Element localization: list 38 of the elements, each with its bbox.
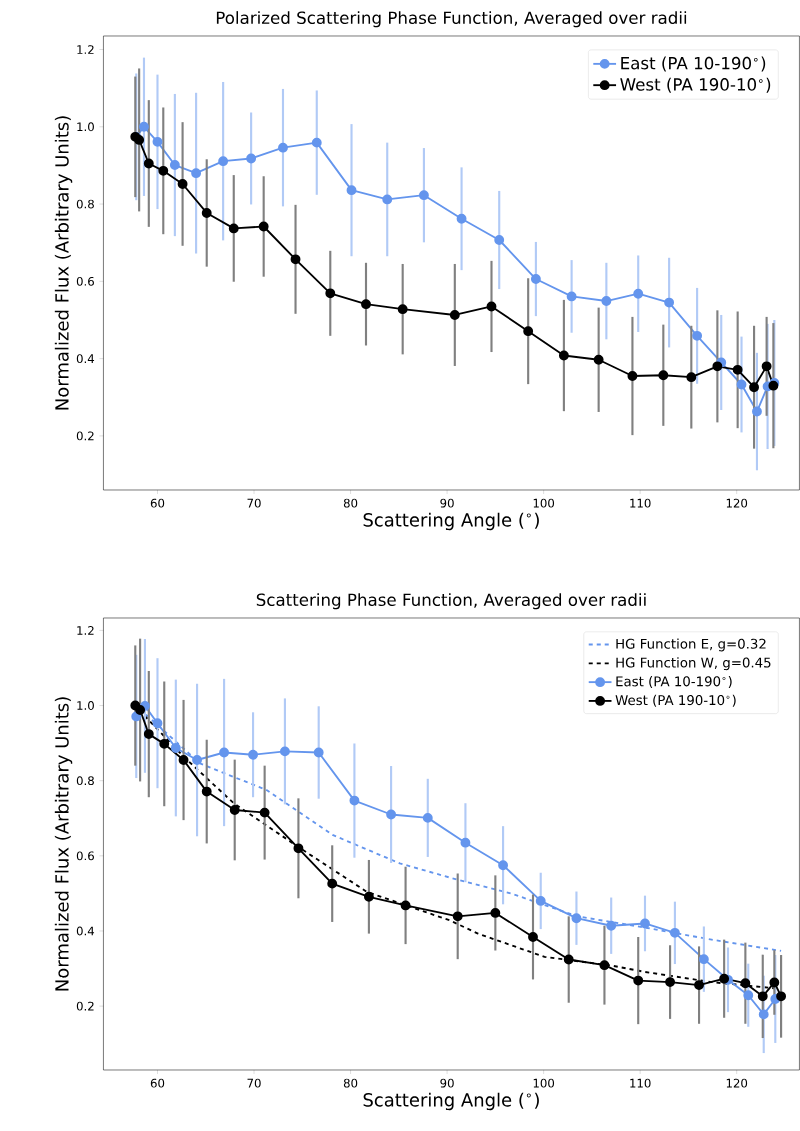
y-tick-label: 0.4 — [76, 926, 94, 936]
y-tick-label: 1.0 — [77, 701, 94, 710]
x-tick-label: 120 — [726, 498, 747, 508]
legend-label: West (PA 190-10$^{∘}$) — [620, 77, 770, 93]
x-tick-label: 70 — [247, 1078, 261, 1088]
x-tick-label: 80 — [343, 498, 358, 508]
y-axis-title: Normalized Flux (Arbitrary Units) — [54, 116, 73, 410]
x-tick-label: 90 — [440, 498, 454, 508]
x-tick-label: 70 — [247, 498, 261, 508]
y-tick-label: 0.4 — [76, 354, 94, 364]
x-tick-label: 60 — [150, 1078, 164, 1088]
y-tick-label: 0.2 — [76, 431, 94, 441]
x-tick-label: 80 — [343, 1078, 358, 1088]
legend-label: HG Function W, g=0.45 — [616, 657, 771, 671]
x-axis-title: Scattering Angle ($^{∘}$) — [363, 512, 539, 531]
y-tick-label: 0.8 — [76, 776, 94, 786]
x-tick-label: 100 — [533, 498, 554, 508]
legend-label: West (PA 190-10$^{∘}$) — [615, 694, 736, 707]
legend-label: East (PA 10-190$^{∘}$) — [621, 56, 765, 72]
legend-label: East (PA 10-190$^{∘}$) — [616, 676, 732, 688]
y-tick-label: 1.2 — [77, 45, 94, 54]
x-tick-label: 100 — [533, 1078, 554, 1088]
y-tick-label: 0.2 — [76, 1001, 94, 1011]
chart-title: Polarized Scattering Phase Function, Averaged over radii — [216, 11, 686, 28]
x-tick-label: 90 — [440, 1078, 454, 1088]
x-tick-label: 60 — [150, 498, 164, 508]
y-tick-label: 1.2 — [77, 626, 94, 635]
x-tick-label: 110 — [630, 498, 651, 508]
legend-label: HG Function E, g=0.32 — [616, 638, 766, 652]
y-tick-label: 0.8 — [76, 199, 94, 209]
y-axis-title: Normalized Flux (Arbitrary Units) — [54, 697, 73, 991]
y-tick-label: 1.0 — [77, 122, 94, 132]
chart-title: Scattering Phase Function, Averaged over radii — [256, 593, 646, 610]
y-tick-label: 0.6 — [76, 851, 94, 861]
x-tick-label: 120 — [726, 1078, 747, 1088]
y-tick-label: 0.6 — [76, 276, 94, 286]
x-tick-label: 110 — [630, 1078, 651, 1088]
x-axis-title: Scattering Angle ($^{∘}$) — [363, 1092, 539, 1111]
